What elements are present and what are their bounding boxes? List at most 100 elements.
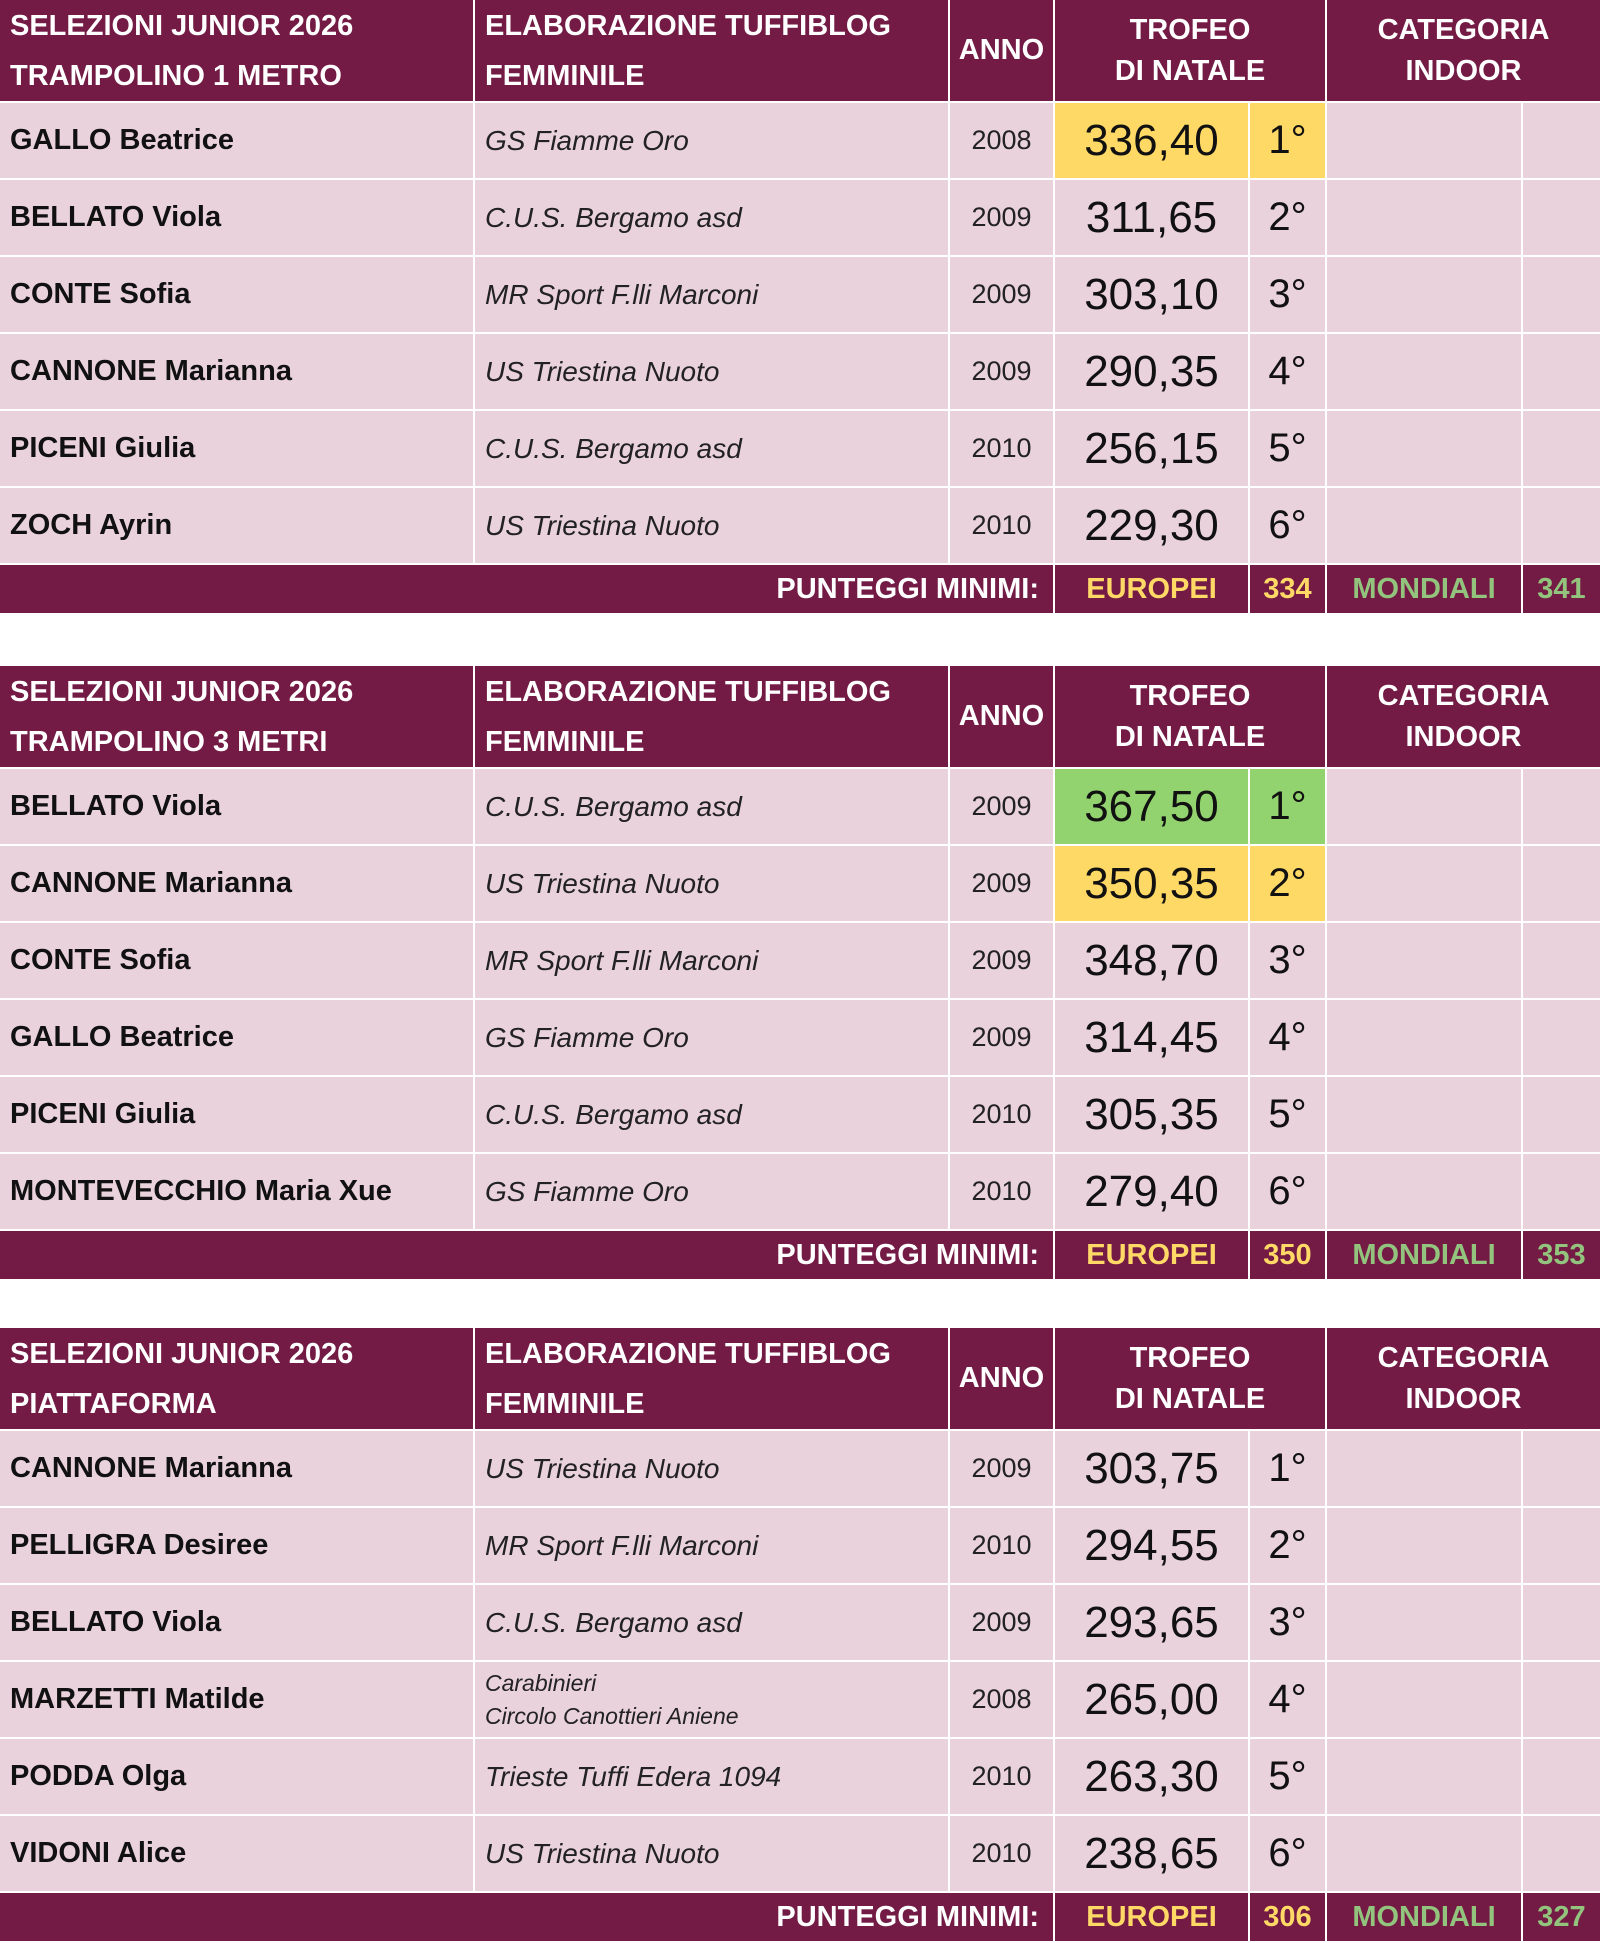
indoor-place-cell <box>1523 1662 1600 1739</box>
minimum-scores-label: PUNTEGGI MINIMI: <box>0 565 1055 615</box>
score: 290,35 <box>1055 334 1250 411</box>
indoor-score-cell <box>1327 769 1523 846</box>
birth-year: 2010 <box>950 1508 1055 1585</box>
score: 303,75 <box>1055 1431 1250 1508</box>
athlete-name: PELLIGRA Desiree <box>0 1508 475 1585</box>
trofeo-line-2: DI NATALE <box>1114 54 1266 87</box>
indoor-place-cell <box>1523 257 1600 334</box>
indoor-score-cell <box>1327 488 1523 565</box>
europei-label: EUROPEI <box>1055 1231 1250 1281</box>
birth-year: 2010 <box>950 1816 1055 1893</box>
athlete-name: PICENI Giulia <box>0 411 475 488</box>
score: 314,45 <box>1055 1000 1250 1077</box>
trofeo-line-1: TROFEO <box>1129 13 1251 46</box>
placement: 1° <box>1250 1431 1327 1508</box>
trofeo-line-2: DI NATALE <box>1114 1382 1266 1415</box>
categoria-line-1: CATEGORIA <box>1377 13 1550 46</box>
indoor-place-cell <box>1523 180 1600 257</box>
indoor-score-cell <box>1327 1662 1523 1739</box>
column-header-anno: ANNO <box>950 0 1055 103</box>
score: 279,40 <box>1055 1154 1250 1231</box>
indoor-score-cell <box>1327 180 1523 257</box>
score: 256,15 <box>1055 411 1250 488</box>
birth-year: 2009 <box>950 923 1055 1000</box>
score: 336,40 <box>1055 103 1250 180</box>
title-line-1: SELEZIONI JUNIOR 2026 <box>10 1337 354 1370</box>
ranking-table: SELEZIONI JUNIOR 2026 TRAMPOLINO 3 METRI E… <box>0 666 1600 1281</box>
subtitle-line-1: ELABORAZIONE TUFFIBLOG <box>485 9 891 42</box>
trofeo-line-1: TROFEO <box>1129 679 1251 712</box>
subtitle-line-1: ELABORAZIONE TUFFIBLOG <box>485 675 891 708</box>
indoor-score-cell <box>1327 1585 1523 1662</box>
indoor-score-cell <box>1327 923 1523 1000</box>
table-subtitle: ELABORAZIONE TUFFIBLOG FEMMINILE <box>475 1328 950 1431</box>
birth-year: 2008 <box>950 1662 1055 1739</box>
placement: 6° <box>1250 488 1327 565</box>
athlete-name: CONTE Sofia <box>0 923 475 1000</box>
table-title: SELEZIONI JUNIOR 2026 PIATTAFORMA <box>0 1328 475 1431</box>
mondiali-label: MONDIALI <box>1327 1231 1523 1281</box>
placement: 4° <box>1250 1662 1327 1739</box>
indoor-score-cell <box>1327 334 1523 411</box>
placement: 3° <box>1250 257 1327 334</box>
score: 350,35 <box>1055 846 1250 923</box>
club-name: C.U.S. Bergamo asd <box>475 180 950 257</box>
trofeo-line-2: DI NATALE <box>1114 720 1266 753</box>
athlete-name: PODDA Olga <box>0 1739 475 1816</box>
categoria-line-2: INDOOR <box>1405 1382 1522 1415</box>
table-title: SELEZIONI JUNIOR 2026 TRAMPOLINO 1 METRO <box>0 0 475 103</box>
indoor-score-cell <box>1327 1508 1523 1585</box>
subtitle-line-2: FEMMINILE <box>485 1387 645 1420</box>
mondiali-min-score: 341 <box>1523 565 1600 615</box>
indoor-score-cell <box>1327 846 1523 923</box>
table-title: SELEZIONI JUNIOR 2026 TRAMPOLINO 3 METRI <box>0 666 475 769</box>
club-name: C.U.S. Bergamo asd <box>475 411 950 488</box>
indoor-place-cell <box>1523 1816 1600 1893</box>
indoor-place-cell <box>1523 1000 1600 1077</box>
column-header-trofeo: TROFEO DI NATALE <box>1055 666 1327 769</box>
mondiali-label: MONDIALI <box>1327 565 1523 615</box>
categoria-line-1: CATEGORIA <box>1377 1341 1550 1374</box>
indoor-score-cell <box>1327 1000 1523 1077</box>
birth-year: 2010 <box>950 1739 1055 1816</box>
categoria-line-1: CATEGORIA <box>1377 679 1550 712</box>
athlete-name: GALLO Beatrice <box>0 1000 475 1077</box>
indoor-place-cell <box>1523 846 1600 923</box>
indoor-place-cell <box>1523 1508 1600 1585</box>
subtitle-line-2: FEMMINILE <box>485 59 645 92</box>
score: 294,55 <box>1055 1508 1250 1585</box>
placement: 2° <box>1250 1508 1327 1585</box>
column-header-trofeo: TROFEO DI NATALE <box>1055 1328 1327 1431</box>
athlete-name: BELLATO Viola <box>0 769 475 846</box>
score: 311,65 <box>1055 180 1250 257</box>
ranking-table: SELEZIONI JUNIOR 2026 PIATTAFORMA ELABORAZ… <box>0 1328 1600 1943</box>
minimum-scores-label: PUNTEGGI MINIMI: <box>0 1231 1055 1281</box>
placement: 4° <box>1250 334 1327 411</box>
subtitle-line-2: FEMMINILE <box>485 725 645 758</box>
mondiali-min-score: 353 <box>1523 1231 1600 1281</box>
birth-year: 2010 <box>950 1154 1055 1231</box>
score: 303,10 <box>1055 257 1250 334</box>
club-name: GS Fiamme Oro <box>475 103 950 180</box>
club-name: MR Sport F.lli Marconi <box>475 923 950 1000</box>
club-name: Trieste Tuffi Edera 1094 <box>475 1739 950 1816</box>
column-header-categoria: CATEGORIA INDOOR <box>1327 0 1600 103</box>
athlete-name: GALLO Beatrice <box>0 103 475 180</box>
score: 229,30 <box>1055 488 1250 565</box>
indoor-score-cell <box>1327 1739 1523 1816</box>
birth-year: 2009 <box>950 1000 1055 1077</box>
indoor-place-cell <box>1523 1585 1600 1662</box>
ranking-table: SELEZIONI JUNIOR 2026 TRAMPOLINO 1 METRO E… <box>0 0 1600 615</box>
athlete-name: MONTEVECCHIO Maria Xue <box>0 1154 475 1231</box>
birth-year: 2008 <box>950 103 1055 180</box>
placement: 4° <box>1250 1000 1327 1077</box>
title-line-2: PIATTAFORMA <box>10 1387 217 1420</box>
indoor-place-cell <box>1523 488 1600 565</box>
athlete-name: VIDONI Alice <box>0 1816 475 1893</box>
birth-year: 2010 <box>950 488 1055 565</box>
placement: 6° <box>1250 1816 1327 1893</box>
birth-year: 2010 <box>950 411 1055 488</box>
placement: 5° <box>1250 411 1327 488</box>
birth-year: 2009 <box>950 334 1055 411</box>
club-name: C.U.S. Bergamo asd <box>475 1077 950 1154</box>
